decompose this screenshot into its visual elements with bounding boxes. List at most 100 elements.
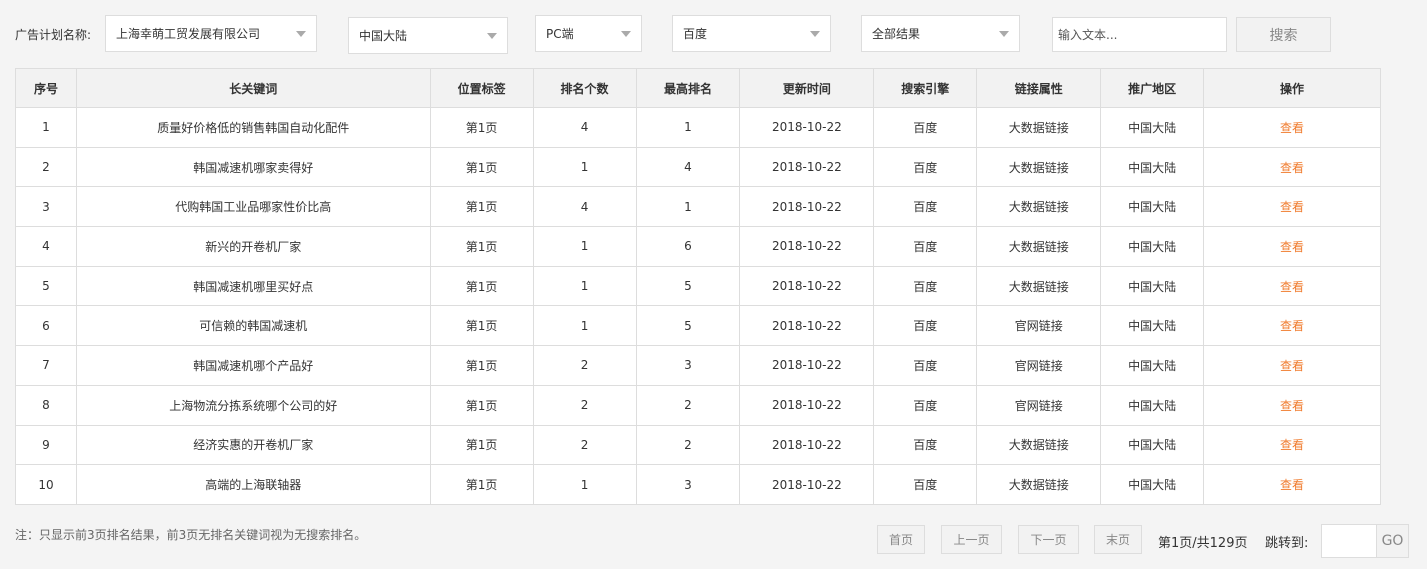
view-link[interactable]: 查看 [1203,345,1381,386]
table-cell: 4 [532,186,637,228]
plan-select[interactable]: 上海幸萌工贸发展有限公司 [105,15,317,52]
table-cell: 中国大陆 [1100,424,1205,466]
table-cell: 中国大陆 [1100,464,1205,505]
table-cell: 大数据链接 [976,424,1102,466]
table-cell: 百度 [873,107,978,148]
table-cell: 大数据链接 [976,186,1102,228]
table-cell: 第1页 [429,384,534,426]
table-cell: 2018-10-22 [739,265,875,307]
table-cell: 2018-10-22 [739,305,875,347]
next-page-button[interactable]: 下一页 [1018,525,1079,554]
table-cell: 8 [15,384,77,426]
table-cell: 中国大陆 [1100,265,1205,307]
table-cell: 韩国减速机哪家卖得好 [75,146,431,188]
table-cell: 2018-10-22 [739,384,875,426]
table-header: 序号 长关键词 位置标签 排名个数 最高排名 更新时间 搜索引擎 链接属性 推广地区 操作 [15,68,1381,108]
table-cell: 第1页 [429,265,534,307]
table-cell: 1 [635,186,741,228]
table-cell: 百度 [873,186,978,228]
table-cell: 中国大陆 [1100,186,1205,228]
table-cell: 大数据链接 [976,146,1102,188]
column-header: 序号 [15,68,77,108]
table-cell: 2018-10-22 [739,107,875,148]
column-header: 长关键词 [75,68,431,108]
go-button[interactable]: GO [1376,524,1409,558]
table-cell: 2 [635,384,741,426]
view-link[interactable]: 查看 [1203,464,1381,505]
table-cell: 第1页 [429,146,534,188]
engine-value: 百度 [683,27,708,41]
table-cell: 官网链接 [976,345,1102,386]
table-cell: 韩国减速机哪个产品好 [75,345,431,386]
table-row: 3 代购韩国工业品哪家性价比高 第1页 4 1 2018-10-22 百度 大数据链接 中国大陆… [15,186,1381,228]
keyword-table: 序号 长关键词 位置标签 排名个数 最高排名 更新时间 搜索引擎 链接属性 推广地区 操作 1 质量… [15,68,1381,505]
table-cell: 2018-10-22 [739,464,875,505]
table-cell: 10 [15,464,77,505]
table-cell: 1 [532,265,637,307]
region-select[interactable]: 中国大陆 [348,17,508,54]
table-cell: 百度 [873,384,978,426]
view-link[interactable]: 查看 [1203,424,1381,466]
device-value: PC端 [546,27,574,41]
plan-label: 广告计划名称: [15,28,92,42]
table-cell: 可信赖的韩国减速机 [75,305,431,347]
result-value: 全部结果 [872,27,921,41]
table-cell: 中国大陆 [1100,107,1205,148]
table-cell: 2018-10-22 [739,186,875,228]
table-cell: 质量好价格低的销售韩国自动化配件 [75,107,431,148]
engine-select[interactable]: 百度 [672,15,831,52]
view-link[interactable]: 查看 [1203,107,1381,148]
view-link[interactable]: 查看 [1203,305,1381,347]
table-cell: 百度 [873,305,978,347]
device-select[interactable]: PC端 [535,15,642,52]
column-header: 推广地区 [1100,68,1205,108]
table-cell: 第1页 [429,107,534,148]
chevron-down-icon [621,30,631,37]
table-cell: 经济实惠的开卷机厂家 [75,424,431,466]
chevron-down-icon [810,30,820,37]
table-cell: 中国大陆 [1100,146,1205,188]
search-button[interactable]: 搜索 [1236,17,1331,52]
last-page-button[interactable]: 末页 [1094,525,1142,554]
view-link[interactable]: 查看 [1203,226,1381,267]
view-link[interactable]: 查看 [1203,146,1381,188]
table-cell: 2018-10-22 [739,345,875,386]
table-cell: 6 [15,305,77,347]
table-cell: 代购韩国工业品哪家性价比高 [75,186,431,228]
table-cell: 高端的上海联轴器 [75,464,431,505]
view-link[interactable]: 查看 [1203,384,1381,426]
footer-note: 注：只显示前3页排名结果，前3页无排名关键词视为无搜索排名。 [15,528,367,542]
table-row: 5 韩国减速机哪里买好点 第1页 1 5 2018-10-22 百度 大数据链接 中国大陆 查看 [15,265,1381,307]
table-cell: 5 [15,265,77,307]
table-cell: 4 [15,226,77,267]
table-cell: 韩国减速机哪里买好点 [75,265,431,307]
table-cell: 1 [532,226,637,267]
table-cell: 新兴的开卷机厂家 [75,226,431,267]
column-header: 链接属性 [976,68,1102,108]
table-cell: 2 [532,424,637,466]
jump-page-input[interactable] [1321,524,1377,558]
prev-page-button[interactable]: 上一页 [941,525,1002,554]
view-link[interactable]: 查看 [1203,186,1381,228]
table-cell: 2 [532,345,637,386]
table-cell: 2 [532,384,637,426]
first-page-button[interactable]: 首页 [877,525,925,554]
jump-label: 跳转到: [1265,536,1309,551]
view-link[interactable]: 查看 [1203,265,1381,307]
chevron-down-icon [296,30,306,37]
table-row: 8 上海物流分拣系统哪个公司的好 第1页 2 2 2018-10-22 百度 官网链接 中国大陆… [15,384,1381,426]
table-row: 10 高端的上海联轴器 第1页 1 3 2018-10-22 百度 大数据链接 中国大陆 查看 [15,464,1381,505]
result-select[interactable]: 全部结果 [861,15,1020,52]
table-cell: 中国大陆 [1100,305,1205,347]
table-cell: 大数据链接 [976,464,1102,505]
search-input[interactable]: 输入文本... [1052,17,1227,52]
table-cell: 1 [15,107,77,148]
table-row: 2 韩国减速机哪家卖得好 第1页 1 4 2018-10-22 百度 大数据链接 中国大陆 查看 [15,146,1381,188]
table-cell: 2 [635,424,741,466]
column-header: 位置标签 [429,68,534,108]
table-cell: 第1页 [429,186,534,228]
table-cell: 1 [532,464,637,505]
table-cell: 官网链接 [976,305,1102,347]
table-cell: 第1页 [429,424,534,466]
table-cell: 6 [635,226,741,267]
